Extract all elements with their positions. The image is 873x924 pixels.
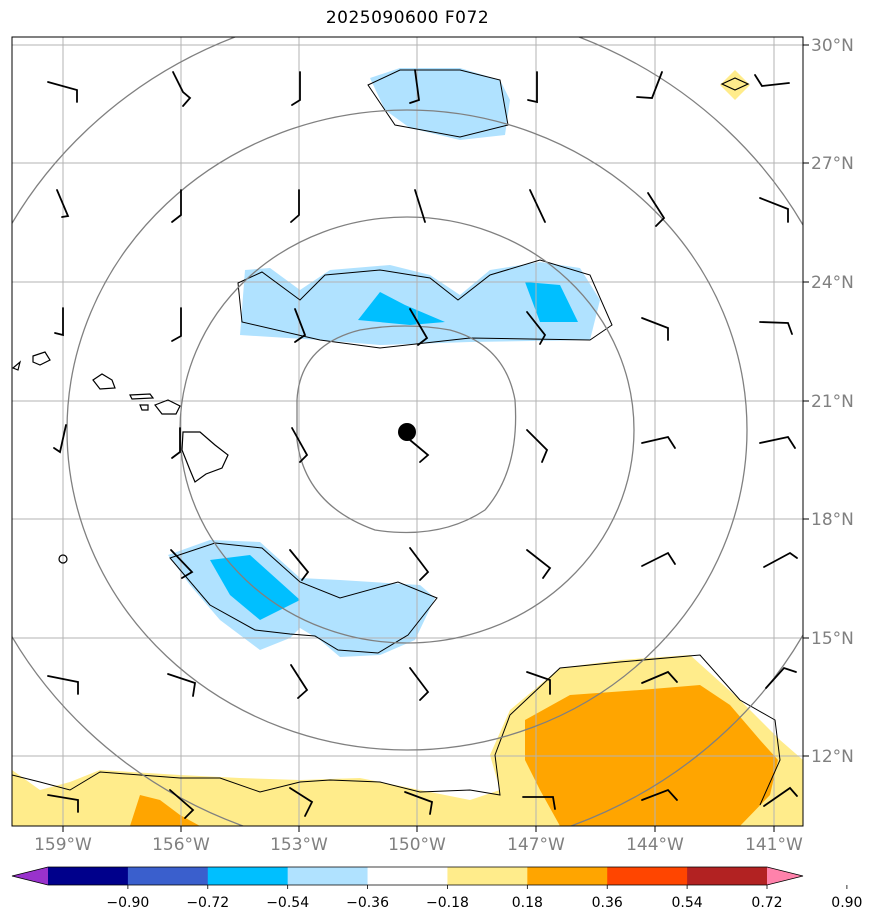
colorbar: −0.90 −0.72 −0.54 −0.36 −0.18 0.18 0.36 0.54 0.7… bbox=[11, 866, 862, 911]
lat-label: 12°N bbox=[811, 747, 854, 767]
lon-label: 159°W bbox=[34, 835, 92, 855]
colorbar-segment bbox=[207, 867, 289, 885]
longitude-labels: 159°W 156°W 153°W 150°W 147°W 144°W 141°… bbox=[34, 835, 803, 855]
lon-label: 147°W bbox=[507, 835, 565, 855]
colorbar-tick-label: 0.90 bbox=[831, 895, 862, 911]
colorbar-tick-label: −0.90 bbox=[106, 895, 149, 911]
colorbar-extend-low bbox=[12, 867, 48, 885]
lon-label: 156°W bbox=[152, 835, 210, 855]
storm-center-marker bbox=[398, 423, 416, 441]
lat-label: 30°N bbox=[811, 36, 854, 56]
colorbar-segment bbox=[367, 867, 448, 885]
lon-label: 141°W bbox=[745, 835, 803, 855]
lat-label: 15°N bbox=[811, 629, 854, 649]
hawaii-coastline bbox=[12, 77, 750, 564]
colorbar-segment bbox=[127, 867, 209, 885]
colorbar-tick-label: 0.54 bbox=[672, 895, 703, 911]
lat-label: 27°N bbox=[811, 154, 854, 174]
colorbar-tick-label: −0.54 bbox=[266, 895, 309, 911]
colorbar-segment bbox=[527, 867, 608, 885]
colorbar-tick-label: 0.18 bbox=[512, 895, 543, 911]
lat-label: 24°N bbox=[811, 273, 854, 293]
colorbar-extend-high bbox=[767, 867, 803, 885]
positive-anomaly-region-south bbox=[12, 70, 803, 826]
axis-ticks bbox=[62, 44, 809, 832]
colorbar-segment bbox=[447, 867, 528, 885]
colorbar-tick-label: −0.36 bbox=[346, 895, 389, 911]
wind-barbs bbox=[47, 69, 798, 819]
map-title: 2025090600 F072 bbox=[325, 8, 490, 28]
lon-label: 144°W bbox=[626, 835, 684, 855]
map-border bbox=[11, 36, 804, 827]
colorbar-segment bbox=[607, 867, 688, 885]
colorbar-segment bbox=[48, 867, 129, 885]
colorbar-tick-label: −0.18 bbox=[426, 895, 469, 911]
lon-label: 153°W bbox=[270, 835, 328, 855]
lat-label: 21°N bbox=[811, 392, 854, 412]
anomaly-contours bbox=[12, 69, 781, 806]
negative-anomaly-region-north bbox=[240, 68, 600, 345]
colorbar-tick-label: 0.72 bbox=[751, 895, 782, 911]
colorbar-tick-label: −0.72 bbox=[186, 895, 229, 911]
graticule bbox=[12, 37, 803, 826]
colorbar-segment bbox=[687, 867, 768, 885]
lon-label: 150°W bbox=[388, 835, 446, 855]
negative-anomaly-region-southwest bbox=[168, 540, 435, 657]
latitude-labels: 30°N 27°N 24°N 21°N 18°N 15°N 12°N bbox=[811, 36, 854, 767]
lat-label: 18°N bbox=[811, 510, 854, 530]
colorbar-tick-label: 0.36 bbox=[592, 895, 623, 911]
colorbar-segment bbox=[287, 867, 369, 885]
colorbar-outline bbox=[11, 866, 804, 886]
